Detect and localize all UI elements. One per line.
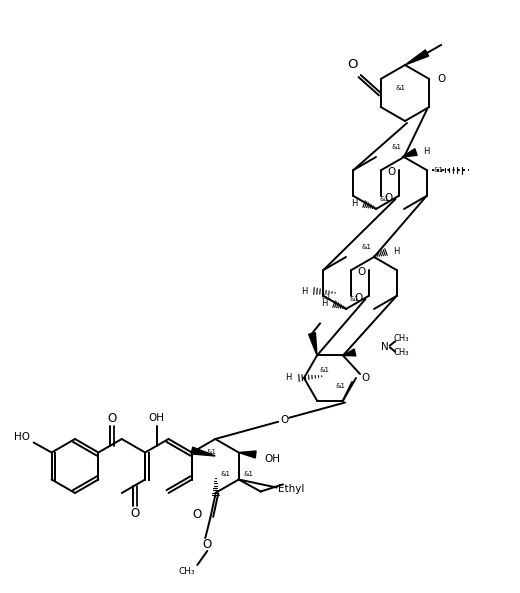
Polygon shape xyxy=(343,349,356,356)
Text: O: O xyxy=(203,538,212,551)
Text: &1: &1 xyxy=(391,144,401,150)
Polygon shape xyxy=(308,333,317,355)
Text: &1: &1 xyxy=(220,471,230,477)
Text: CH₃: CH₃ xyxy=(179,566,196,575)
Polygon shape xyxy=(405,50,428,65)
Polygon shape xyxy=(239,451,256,458)
Polygon shape xyxy=(191,447,215,456)
Text: OH: OH xyxy=(149,413,165,423)
Text: O: O xyxy=(361,373,369,383)
Text: H: H xyxy=(393,247,399,256)
Text: &1: &1 xyxy=(335,383,345,389)
Text: O: O xyxy=(108,412,116,425)
Text: &1: &1 xyxy=(244,471,254,477)
Text: O: O xyxy=(384,193,393,203)
Text: &1: &1 xyxy=(379,196,389,202)
Text: OH: OH xyxy=(265,454,281,464)
Text: O: O xyxy=(357,267,366,277)
Text: O: O xyxy=(387,167,396,177)
Text: O: O xyxy=(347,59,358,72)
Text: N: N xyxy=(381,343,389,352)
Text: &1: &1 xyxy=(434,167,444,173)
Text: H: H xyxy=(321,298,327,308)
Text: &1: &1 xyxy=(321,294,331,300)
Text: CH₃: CH₃ xyxy=(393,334,409,343)
Text: H: H xyxy=(423,146,429,155)
Text: H: H xyxy=(285,374,291,382)
Text: O: O xyxy=(437,74,445,84)
Text: &1: &1 xyxy=(349,296,359,302)
Text: &1: &1 xyxy=(361,244,371,250)
Text: O: O xyxy=(193,509,202,521)
Text: O: O xyxy=(355,293,362,303)
Polygon shape xyxy=(402,149,417,157)
Text: HO: HO xyxy=(14,432,30,442)
Text: O: O xyxy=(280,415,288,425)
Text: &1: &1 xyxy=(395,85,405,91)
Text: CH₃: CH₃ xyxy=(393,348,409,357)
Text: Ethyl: Ethyl xyxy=(279,484,305,495)
Text: H: H xyxy=(301,286,307,295)
Text: H: H xyxy=(351,199,357,208)
Text: &1: &1 xyxy=(319,367,329,373)
Text: O: O xyxy=(131,507,140,519)
Text: &1: &1 xyxy=(206,449,216,455)
